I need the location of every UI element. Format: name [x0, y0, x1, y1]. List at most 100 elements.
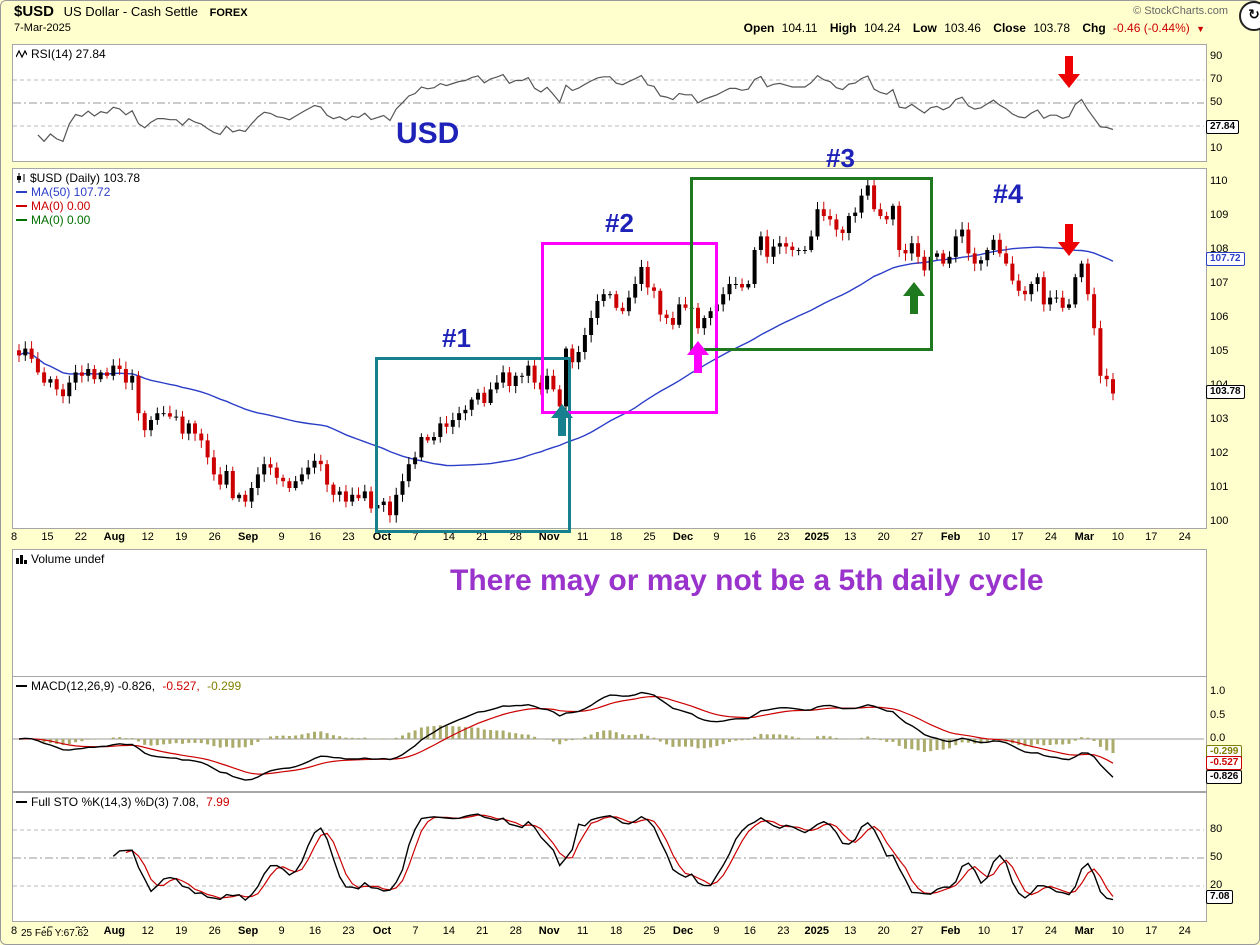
x-axis-label: 21 — [476, 925, 489, 937]
y-axis-tick: 110 — [1210, 175, 1228, 187]
price-plot — [17, 177, 1115, 523]
open-label: Open — [743, 21, 775, 35]
x-axis-label: 16 — [743, 531, 757, 543]
stockcharts-credit: © StockCharts.com — [1133, 5, 1228, 17]
rsi-plot — [13, 73, 1204, 143]
x-axis-label: 10 — [977, 531, 991, 543]
x-axis-label: 24 — [1178, 531, 1191, 543]
rsi-panel — [12, 44, 1207, 162]
x-axis-label: 2025 — [804, 925, 830, 937]
y-axis-tick: 50 — [1210, 96, 1223, 108]
y-axis-tick: 103 — [1210, 413, 1229, 425]
x-axis-label: Mar — [1074, 531, 1095, 543]
legend-text: MA(0) 0.00 — [31, 199, 91, 213]
chart-date: 7-Mar-2025 — [14, 22, 71, 34]
macd-panel — [12, 676, 1207, 792]
x-axis-label: 25 — [643, 531, 656, 543]
x-axis-label: 17 — [1011, 925, 1024, 937]
x-axis-label: 10 — [1111, 531, 1124, 543]
x-axis-label: 9 — [713, 925, 720, 937]
symbol: $USD — [14, 3, 55, 20]
y-axis-tick: 0.5 — [1210, 708, 1226, 721]
ma-line-swatch — [16, 191, 27, 193]
y-axis-tick: 70 — [1210, 73, 1223, 85]
x-axis-label: Oct — [372, 925, 392, 937]
y-axis-tick: 90 — [1210, 50, 1223, 62]
x-axis-label: 10 — [1111, 925, 1124, 937]
stochastics-panel — [12, 792, 1207, 922]
x-axis-label: 14 — [442, 531, 455, 543]
x-axis-label: 14 — [442, 925, 455, 937]
x-axis-label: 27 — [911, 925, 924, 937]
crosshair-readout: 25 Feb Y:67.62 — [18, 928, 92, 939]
legend-text: MA(50) 107.72 — [31, 185, 111, 199]
volume-plot — [13, 550, 1206, 677]
x-axis-label: 25 — [643, 925, 656, 937]
x-axis-label: 11 — [576, 925, 589, 937]
legend-text: MA(0) 0.00 — [31, 213, 91, 227]
x-axis-label: 22 — [74, 531, 88, 543]
indicator-label-part: -0.527, — [159, 679, 200, 693]
ma-line-swatch — [16, 205, 27, 207]
y-axis-tick: 102 — [1210, 447, 1229, 459]
y-axis-tick: 104 — [1210, 379, 1229, 391]
price-legend-row: MA(50) 107.72 — [16, 185, 110, 199]
chg-value: -0.46 (-0.44%) — [1113, 21, 1190, 35]
rsi-indicator-icon — [16, 49, 27, 59]
volume-label-text: Volume undef — [31, 552, 105, 566]
sto-line-swatch — [16, 801, 27, 803]
y-axis-tick: 1.0 — [1210, 685, 1226, 697]
x-axis-label: 21 — [476, 531, 489, 543]
x-axis-label: Sep — [238, 925, 259, 937]
candlestick-icon — [17, 173, 25, 183]
exchange-label: FOREX — [209, 7, 248, 19]
x-axis-label: 28 — [509, 925, 522, 937]
x-axis-label: Aug — [103, 531, 126, 543]
y-axis-tick: 0.0 — [1210, 732, 1226, 744]
open-value: 104.11 — [781, 21, 818, 35]
y-axis-tick: 107 — [1210, 277, 1229, 289]
x-axis-bottom: 81522Aug121926Sep91623Oct7142128Nov11182… — [11, 922, 1205, 942]
indicator-label-part: MACD(12,26,9) -0.826, — [31, 679, 156, 693]
ma-line-swatch — [16, 219, 27, 221]
x-axis-label: 23 — [342, 531, 355, 543]
y-axis-tick: 100 — [1210, 515, 1229, 527]
x-axis-label: 12 — [141, 531, 154, 543]
volume-panel — [12, 549, 1207, 678]
x-axis-label: 13 — [844, 925, 857, 937]
x-axis-label: 7 — [412, 531, 419, 543]
legend-text: $USD (Daily) 103.78 — [30, 171, 141, 185]
x-axis-label: Nov — [538, 531, 560, 543]
x-axis-label: Dec — [672, 531, 694, 543]
low-value: 103.46 — [944, 21, 981, 35]
x-axis-label: 19 — [175, 925, 188, 937]
y-axis-tick: 80 — [1210, 823, 1223, 835]
chg-dropdown-icon[interactable]: ▼ — [1196, 24, 1205, 34]
volume-bars-icon — [16, 555, 27, 564]
refresh-icon[interactable]: ↻ — [1239, 1, 1260, 31]
high-label: High — [829, 21, 857, 35]
quote-bar: Open 104.11 High 104.24 Low 103.46 Close… — [744, 21, 1205, 35]
x-axis-label: 28 — [509, 531, 522, 543]
x-axis-label: 17 — [1145, 531, 1158, 543]
x-axis-label: 24 — [1044, 531, 1058, 543]
price-tag: -0.527 — [1206, 755, 1243, 770]
x-axis-label: 16 — [308, 925, 322, 937]
x-axis-label: Nov — [538, 925, 560, 937]
y-axis-tick: 10 — [1210, 142, 1223, 154]
high-value: 104.24 — [863, 21, 901, 35]
x-axis-label: 8 — [10, 925, 18, 937]
stochastics-label: Full STO %K(14,3) %D(3) 7.08, 7.99 — [16, 795, 230, 809]
x-axis-label: Aug — [103, 925, 126, 937]
x-axis-label: 20 — [877, 531, 890, 543]
x-axis-label: 27 — [911, 531, 924, 543]
x-axis-label: 15 — [41, 531, 54, 543]
x-axis-label: 23 — [777, 531, 790, 543]
symbol-name: US Dollar - Cash Settle — [63, 4, 199, 19]
x-axis-label: 7 — [412, 925, 419, 937]
x-axis-label: 8 — [10, 531, 18, 543]
y-axis-tick: 20 — [1210, 878, 1223, 891]
indicator-label-part: 7.99 — [202, 795, 230, 809]
macd-line-swatch — [16, 685, 27, 687]
indicator-label-part: -0.299 — [203, 679, 242, 693]
